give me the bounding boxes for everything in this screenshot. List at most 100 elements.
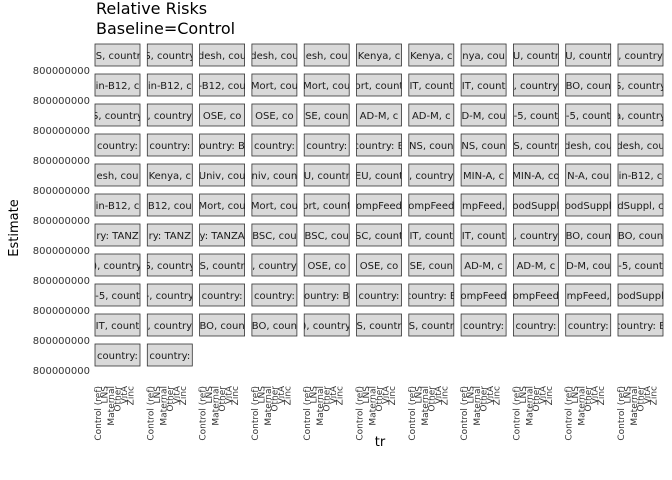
facet-strip: [251, 313, 298, 337]
facet-strip-label: EU, count: [355, 171, 403, 182]
x-tick-label: Maternal: [421, 386, 431, 426]
facet-strip-label: nya, cou: [462, 51, 505, 62]
facet-strip-label: BO, coun: [566, 231, 611, 242]
facet-strip: [513, 253, 559, 277]
facet-strip-label: , country: [514, 81, 559, 92]
facet-strip: [565, 253, 612, 277]
facet-strip-label: in-B12, c: [148, 81, 192, 92]
facet-strip-label: BO, coun: [252, 321, 297, 332]
facet-panel: country:: [199, 283, 246, 307]
facet-panel: U, countr: [565, 43, 612, 67]
x-tick-label: Other: [323, 386, 333, 412]
facet-strip: [408, 103, 455, 127]
facet-strip: [94, 283, 141, 307]
facet-strip-label: ort, count: [355, 81, 404, 92]
facet-strip-label: ompFeed: [461, 291, 507, 302]
facet-strip-label: IT, count: [462, 81, 506, 92]
facet-panel: a, country: [617, 103, 664, 127]
facet-panel: , country: [146, 313, 193, 337]
facet-strip: [460, 163, 507, 187]
facet-strip: [303, 103, 350, 127]
x-tick-label: Control (ref): [460, 386, 470, 441]
facet-strip: [199, 253, 246, 277]
x-tick-label: Zinc: [493, 386, 503, 405]
facet-panel: EU, count: [355, 163, 403, 187]
facet-panel: desh, cou: [565, 133, 612, 157]
facet-panel: ), country: [302, 313, 351, 337]
x-tick-label: LNS: [257, 386, 267, 404]
facet-strip-label: in-B12, c: [619, 171, 663, 182]
facet-panel: OSE, co: [303, 253, 350, 277]
facet-panel: in-B12, c: [94, 193, 141, 217]
facet-strip: [565, 193, 612, 217]
facet-strip-label: S, countr: [200, 261, 246, 272]
x-tick-label: VitA: [434, 385, 444, 404]
facet-strip-label: Kenya, c: [149, 171, 191, 182]
facet-strip: [303, 223, 350, 247]
facet-strip: [565, 223, 612, 247]
facet-strip-label: BO, coun: [199, 321, 244, 332]
facet-strip-label: country:: [149, 351, 190, 362]
facet-panel: country: B: [356, 133, 402, 157]
x-tick-label: Control (ref): [303, 386, 313, 441]
facet-panel: BSC, cou: [251, 223, 298, 247]
facet-strip-label: AD-M, c: [360, 111, 399, 122]
x-tick-label: Zinc: [127, 386, 137, 405]
facet-strip-label: country: B: [615, 321, 666, 332]
x-tick-label: Maternal: [525, 386, 535, 426]
facet-strip-label: country:: [97, 141, 138, 152]
facet-strip: [356, 223, 402, 247]
facet-strip-label: S, countr: [409, 321, 455, 332]
x-tick-label: LNS: [624, 386, 634, 404]
facet-panel: country: B: [615, 313, 666, 337]
y-tick-label: 800000000: [33, 156, 90, 167]
facet-strip-label: U, countr: [304, 171, 351, 182]
facet-strip: [356, 283, 402, 307]
x-tick-label: Other: [584, 386, 594, 412]
facet-strip: [94, 43, 141, 67]
x-tick-label: LNS: [571, 386, 581, 404]
facet-panel: OSE, co: [251, 103, 298, 127]
facet-panel: mpFeed,: [565, 283, 612, 307]
facet-strip-label: S, countr: [356, 321, 402, 332]
facet-panel: oodSuppl: [565, 193, 612, 217]
facet-strip-label: Mort, cou: [199, 201, 246, 212]
facet-strip-label: , country: [147, 111, 192, 122]
facet-strip: [460, 73, 507, 97]
facet-panel: desh, cou: [199, 43, 246, 67]
facet-panel: ompFeed: [513, 283, 559, 307]
facet-strip-label: country:: [359, 291, 400, 302]
facet-panel: SE, coun: [303, 103, 350, 127]
facet-strip-label: ountry: B: [304, 291, 350, 302]
facet-panel: IT, count: [460, 223, 507, 247]
facet-panel: Mort, cou: [251, 73, 298, 97]
x-tick-label: Maternal: [578, 386, 588, 426]
x-axis-title: tr: [375, 435, 386, 450]
facet-panel: country:: [356, 283, 402, 307]
x-tick-label: Control (ref): [565, 386, 575, 441]
facet-panel: country:: [565, 313, 612, 337]
facet-strip: [356, 163, 402, 187]
facet-strip: [94, 343, 141, 367]
facet-strip-label: Mort, cou: [251, 81, 298, 92]
facet-strip: [199, 73, 246, 97]
y-tick-label: 800000000: [33, 306, 90, 317]
x-tick-label: VitA: [643, 385, 653, 404]
facet-strip-label: mpFeed,: [462, 201, 505, 212]
facet-strip-label: NS, coun: [461, 141, 505, 152]
facet-strip: [251, 193, 298, 217]
facet-strip-label: ), country: [302, 321, 351, 332]
facet-strip-label: Kenya, c: [358, 51, 400, 62]
facet-strip: [513, 193, 559, 217]
facet-strip-label: N-A, cou: [567, 171, 609, 182]
y-axis-ticks: 800000000 800000000 800000000 800000000 8000…: [33, 66, 90, 377]
facet-panel: country:: [94, 133, 141, 157]
facet-panel: Mort, cou: [303, 73, 350, 97]
facet-strip-label: SE, coun: [410, 261, 453, 272]
facet-panel: AD-M, c: [460, 253, 507, 277]
facet-strip: [617, 313, 664, 337]
facet-strip: [146, 43, 193, 67]
facet-strip: [617, 163, 664, 187]
facet-strip-label: -5, count: [95, 291, 140, 302]
